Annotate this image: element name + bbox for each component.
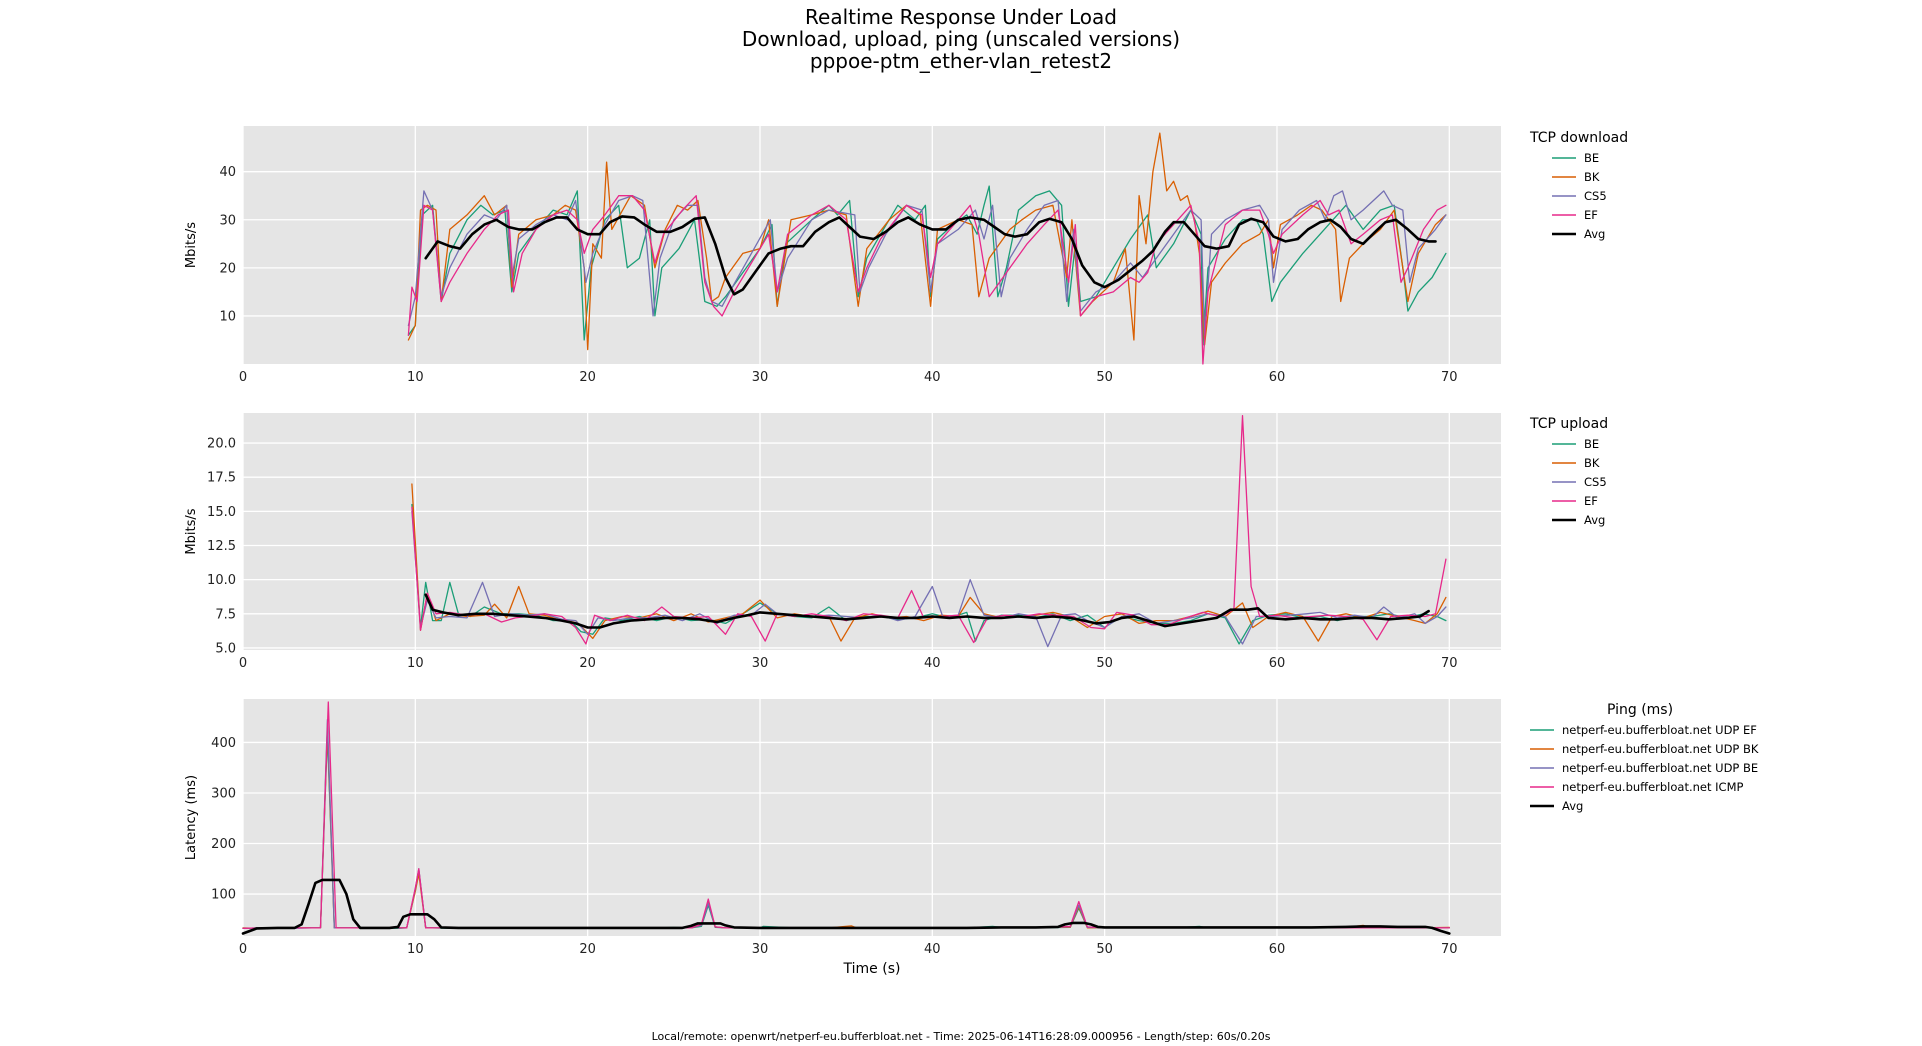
x-tick-label: 30 xyxy=(752,656,769,671)
x-tick-label: 30 xyxy=(752,370,769,385)
y-axis-label: Mbits/s xyxy=(184,222,199,268)
legend: TCP download BE BK CS5 EF Avg xyxy=(1529,130,1628,241)
y-tick-label: 17.5 xyxy=(207,471,236,486)
legend-entry: Avg xyxy=(1584,513,1605,527)
x-tick-label: 40 xyxy=(924,370,941,385)
legend-title: Ping (ms) xyxy=(1607,702,1673,718)
plot-area xyxy=(243,413,1501,650)
x-tick-label: 10 xyxy=(407,370,424,385)
legend-title: TCP upload xyxy=(1529,416,1608,432)
y-tick-label: 300 xyxy=(211,786,236,801)
chart-subtitle-run: pppoe-ptm_ether-vlan_retest2 xyxy=(809,49,1113,73)
footer-info: Local/remote: openwrt/netperf-eu.bufferb… xyxy=(651,1030,1271,1043)
chart-panel-1: 0 10 20 30 40 50 60 70 10 20 30 40 Mbits/s TCP downlo… xyxy=(184,126,1628,385)
chart-subtitle: Download, upload, ping (unscaled version… xyxy=(741,27,1181,51)
y-axis-label: Mbits/s xyxy=(184,508,199,554)
legend-entry: CS5 xyxy=(1584,189,1607,203)
x-tick-label: 20 xyxy=(579,370,596,385)
y-tick-label: 10 xyxy=(219,309,236,324)
y-tick-label: 15.0 xyxy=(207,505,236,520)
x-tick-label: 60 xyxy=(1269,370,1286,385)
legend-entry: netperf-eu.bufferbloat.net UDP BK xyxy=(1562,742,1759,756)
legend: TCP upload BE BK CS5 EF Avg xyxy=(1529,416,1608,527)
legend-entry: netperf-eu.bufferbloat.net ICMP xyxy=(1562,780,1743,794)
x-tick-label: 0 xyxy=(239,370,247,385)
chart-panel-3: 0 10 20 30 40 50 60 70 100 200 300 400 Latency (ms) T… xyxy=(184,699,1759,977)
series-line-ef xyxy=(407,195,1447,365)
y-tick-label: 7.5 xyxy=(215,607,236,622)
y-axis-label: Latency (ms) xyxy=(184,775,199,860)
x-tick-label: 10 xyxy=(407,942,424,957)
plot-area xyxy=(243,699,1501,936)
x-tick-label: 0 xyxy=(239,942,247,957)
plot-area xyxy=(243,126,1501,364)
y-tick-label: 30 xyxy=(219,213,236,228)
x-tick-label: 30 xyxy=(752,942,769,957)
chart-title: Realtime Response Under Load xyxy=(805,5,1117,29)
x-tick-label: 50 xyxy=(1096,942,1113,957)
x-axis-label: Time (s) xyxy=(843,961,901,977)
legend-entry: BK xyxy=(1584,170,1600,184)
x-tick-label: 50 xyxy=(1096,656,1113,671)
legend-entry: Avg xyxy=(1584,227,1605,241)
series-line-be xyxy=(407,185,1447,346)
legend-entry: netperf-eu.bufferbloat.net UDP EF xyxy=(1562,723,1757,737)
y-tick-label: 200 xyxy=(211,837,236,852)
x-tick-label: 0 xyxy=(239,656,247,671)
chart-panel-2: 0 10 20 30 40 50 60 70 5.0 7.5 10.0 12.5 15.0 17.5 20.… xyxy=(184,413,1608,671)
x-tick-label: 40 xyxy=(924,656,941,671)
x-tick-label: 20 xyxy=(579,656,596,671)
legend-entry: BE xyxy=(1584,151,1599,165)
y-tick-label: 100 xyxy=(211,888,236,903)
y-tick-label: 5.0 xyxy=(215,641,236,656)
series-line-avg xyxy=(241,878,1451,935)
legend-entry: EF xyxy=(1584,494,1598,508)
y-tick-label: 20 xyxy=(219,261,236,276)
y-tick-label: 40 xyxy=(219,165,236,180)
y-tick-label: 12.5 xyxy=(207,539,236,554)
x-tick-label: 10 xyxy=(407,656,424,671)
legend-entry: BK xyxy=(1584,456,1600,470)
series-line-avg xyxy=(424,215,1437,296)
legend-entry: CS5 xyxy=(1584,475,1607,489)
x-tick-label: 40 xyxy=(924,942,941,957)
x-tick-label: 70 xyxy=(1441,370,1458,385)
x-tick-label: 70 xyxy=(1441,942,1458,957)
legend-entry: EF xyxy=(1584,208,1598,222)
legend-entry: Avg xyxy=(1562,799,1583,813)
legend: Ping (ms) netperf-eu.bufferbloat.net UDP … xyxy=(1530,702,1759,813)
legend-entry: netperf-eu.bufferbloat.net UDP BE xyxy=(1562,761,1758,775)
x-tick-label: 60 xyxy=(1269,942,1286,957)
y-tick-label: 20.0 xyxy=(207,437,236,452)
legend-entry: BE xyxy=(1584,437,1599,451)
series-line-avg xyxy=(424,593,1430,629)
x-tick-label: 20 xyxy=(579,942,596,957)
y-tick-label: 400 xyxy=(211,736,236,751)
y-tick-label: 10.0 xyxy=(207,573,236,588)
x-tick-label: 60 xyxy=(1269,656,1286,671)
legend-title: TCP download xyxy=(1529,130,1628,146)
x-tick-label: 70 xyxy=(1441,656,1458,671)
x-tick-label: 50 xyxy=(1096,370,1113,385)
